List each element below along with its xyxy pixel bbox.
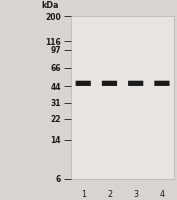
FancyBboxPatch shape (76, 81, 91, 87)
Text: 31: 31 (51, 99, 61, 108)
Text: 4: 4 (159, 189, 164, 198)
FancyBboxPatch shape (128, 81, 143, 87)
Text: 1: 1 (81, 189, 86, 198)
Text: 116: 116 (45, 38, 61, 47)
Bar (71, 17, 174, 179)
FancyBboxPatch shape (102, 81, 117, 87)
Text: 14: 14 (51, 135, 61, 144)
Text: 22: 22 (51, 114, 61, 123)
Text: 200: 200 (45, 13, 61, 21)
Text: 66: 66 (51, 64, 61, 73)
Text: 3: 3 (133, 189, 138, 198)
Text: 2: 2 (107, 189, 112, 198)
FancyBboxPatch shape (154, 81, 170, 87)
Text: kDa: kDa (42, 1, 59, 10)
Text: 44: 44 (51, 82, 61, 91)
Text: 6: 6 (56, 175, 61, 183)
Text: 97: 97 (50, 46, 61, 55)
